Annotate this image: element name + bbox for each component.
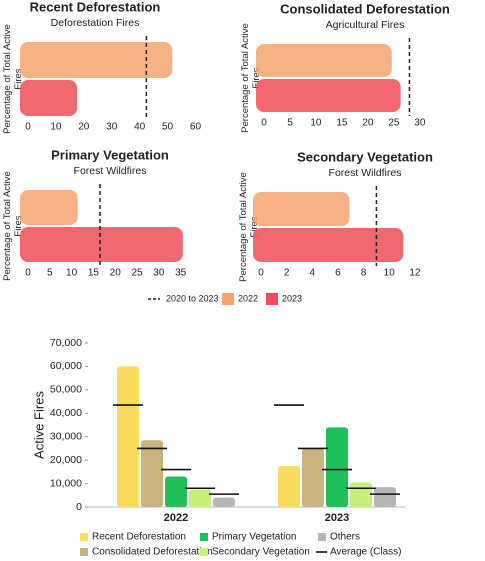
x-tick-label: 0 (25, 268, 31, 279)
legend-swatch (266, 293, 278, 305)
x-tick-label: 4 (310, 268, 316, 279)
y-tick-label: 0 (76, 501, 82, 513)
y-axis-label: Percentage of Total ActiveFires (2, 24, 24, 134)
y-tick-label: 40,000 (50, 407, 82, 419)
x-tick-label: 6 (335, 268, 341, 279)
y-axis-label: Active Fires (31, 391, 46, 459)
panel-subtitle: Forest Wildfires (329, 167, 402, 179)
legend-label: Others (330, 532, 360, 543)
legend-swatch (200, 548, 208, 556)
legend-swatch (318, 533, 326, 541)
x-tick-label: 2 (284, 268, 290, 279)
bar (253, 228, 404, 262)
x-tick-label: 25 (388, 118, 400, 129)
x-tick-label: 60 (190, 122, 202, 133)
x-tick-label: 30 (153, 268, 165, 279)
y-tick-label: 20,000 (50, 454, 82, 466)
x-tick-label: 10 (310, 118, 322, 129)
legend-label: Consolidated Deforestation (92, 547, 213, 558)
y-tick-label: 60,000 (50, 360, 82, 372)
y-tick-label: 70,000 (50, 337, 82, 349)
x-tick-label: 5 (47, 268, 53, 279)
x-tick-label: 8 (361, 268, 367, 279)
legend-label: Primary Vegetation (212, 532, 297, 543)
y-axis-label: Percentage of Total ActiveFires (240, 23, 262, 133)
x-tick-label: 15 (336, 118, 348, 129)
panel-title: Primary Vegetation (51, 147, 169, 162)
x-tick-label: 25 (131, 268, 143, 279)
legend-label: 2020 to 2023 (166, 293, 219, 303)
bar (278, 466, 300, 507)
legend-label: 2023 (282, 293, 302, 303)
bar (189, 489, 211, 507)
y-tick-label: 30,000 (50, 430, 82, 442)
x-tick-label: 30 (414, 118, 426, 129)
x-tick-label: 0 (261, 118, 267, 129)
x-tick-label: 20 (362, 118, 374, 129)
bar (253, 192, 350, 226)
legend-label: Recent Deforestation (92, 532, 186, 543)
y-tick-label: 50,000 (50, 384, 82, 396)
x-tick-label: 10 (66, 268, 78, 279)
panel-subtitle: Forest Wildfires (74, 165, 147, 177)
bar (213, 497, 235, 507)
legend-label: Secondary Vegetation (212, 547, 310, 558)
bar (350, 482, 372, 507)
bar (256, 79, 401, 112)
legend-swatch (222, 293, 234, 305)
x-tick-label: 40 (134, 122, 146, 133)
y-tick-label: 10,000 (50, 477, 82, 489)
x-tick-label: 10 (384, 268, 396, 279)
bar (20, 80, 78, 116)
bar (141, 440, 163, 507)
x-tick-label: 15 (88, 268, 100, 279)
legend-label: Average (Class) (330, 547, 402, 558)
x-tick-label: 10 (50, 122, 62, 133)
x-tick-label: 50 (162, 122, 174, 133)
legend-label: 2022 (238, 293, 258, 303)
bar (374, 487, 396, 507)
panel-title: Secondary Vegetation (297, 149, 433, 164)
bar (165, 476, 187, 507)
bar (326, 427, 348, 507)
legend-swatch (200, 533, 208, 541)
x-tick-label: 20 (78, 122, 90, 133)
x-tick-label: 0 (25, 122, 31, 133)
x-tick-label: 20 (110, 268, 122, 279)
bar (20, 190, 78, 225)
y-axis-label: Percentage of Total ActiveFires (2, 171, 24, 281)
panel-title: Consolidated Deforestation (280, 1, 450, 16)
panel-title: Recent Deforestation (30, 0, 161, 14)
y-axis-label: Percentage of Total ActiveFires (238, 172, 260, 282)
x-tick-label: 5 (287, 118, 293, 129)
x-tick-label: 30 (106, 122, 118, 133)
x-tick-label: 2023 (325, 512, 349, 524)
bar (302, 448, 324, 507)
x-tick-label: 35 (175, 268, 187, 279)
bar (256, 44, 392, 77)
x-tick-label: 12 (409, 268, 421, 279)
panel-subtitle: Agricultural Fires (326, 19, 405, 31)
bar (20, 227, 183, 262)
bar (117, 366, 139, 507)
legend-swatch (80, 548, 88, 556)
legend-swatch (80, 533, 88, 541)
x-tick-label: 2022 (164, 512, 188, 524)
panel-subtitle: Deforestation Fires (51, 17, 140, 29)
bar (20, 42, 173, 78)
x-tick-label: 0 (258, 268, 264, 279)
